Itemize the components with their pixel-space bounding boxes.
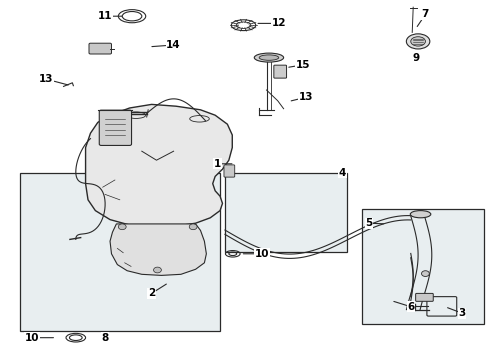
Text: 4: 4 <box>338 168 346 178</box>
Circle shape <box>189 224 197 230</box>
Text: 2: 2 <box>148 284 166 298</box>
Bar <box>361 209 483 324</box>
Text: 12: 12 <box>258 18 285 28</box>
Circle shape <box>153 267 161 273</box>
Bar <box>20 173 220 331</box>
Text: 8: 8 <box>102 333 108 343</box>
Text: 10: 10 <box>243 249 269 259</box>
Text: 6: 6 <box>393 301 413 312</box>
Ellipse shape <box>406 34 429 49</box>
Ellipse shape <box>254 53 283 62</box>
Text: 13: 13 <box>39 74 68 85</box>
FancyBboxPatch shape <box>224 165 234 177</box>
Text: 5: 5 <box>365 218 383 228</box>
Text: 10: 10 <box>24 333 53 343</box>
Text: 9: 9 <box>411 53 418 63</box>
FancyBboxPatch shape <box>415 293 432 301</box>
FancyBboxPatch shape <box>89 43 111 54</box>
Ellipse shape <box>410 37 425 46</box>
Text: 1: 1 <box>214 159 231 169</box>
Text: 7: 7 <box>416 9 428 27</box>
PathPatch shape <box>110 224 206 275</box>
Ellipse shape <box>409 211 430 218</box>
Text: 14: 14 <box>152 40 181 50</box>
FancyBboxPatch shape <box>273 65 286 78</box>
Text: 11: 11 <box>98 11 122 21</box>
Circle shape <box>421 271 428 276</box>
Ellipse shape <box>259 55 278 60</box>
Bar <box>224 173 346 252</box>
Text: 15: 15 <box>288 60 310 70</box>
PathPatch shape <box>85 104 232 227</box>
FancyBboxPatch shape <box>99 110 131 145</box>
Text: 3: 3 <box>447 308 465 318</box>
Text: 13: 13 <box>291 92 313 102</box>
Circle shape <box>118 224 126 230</box>
